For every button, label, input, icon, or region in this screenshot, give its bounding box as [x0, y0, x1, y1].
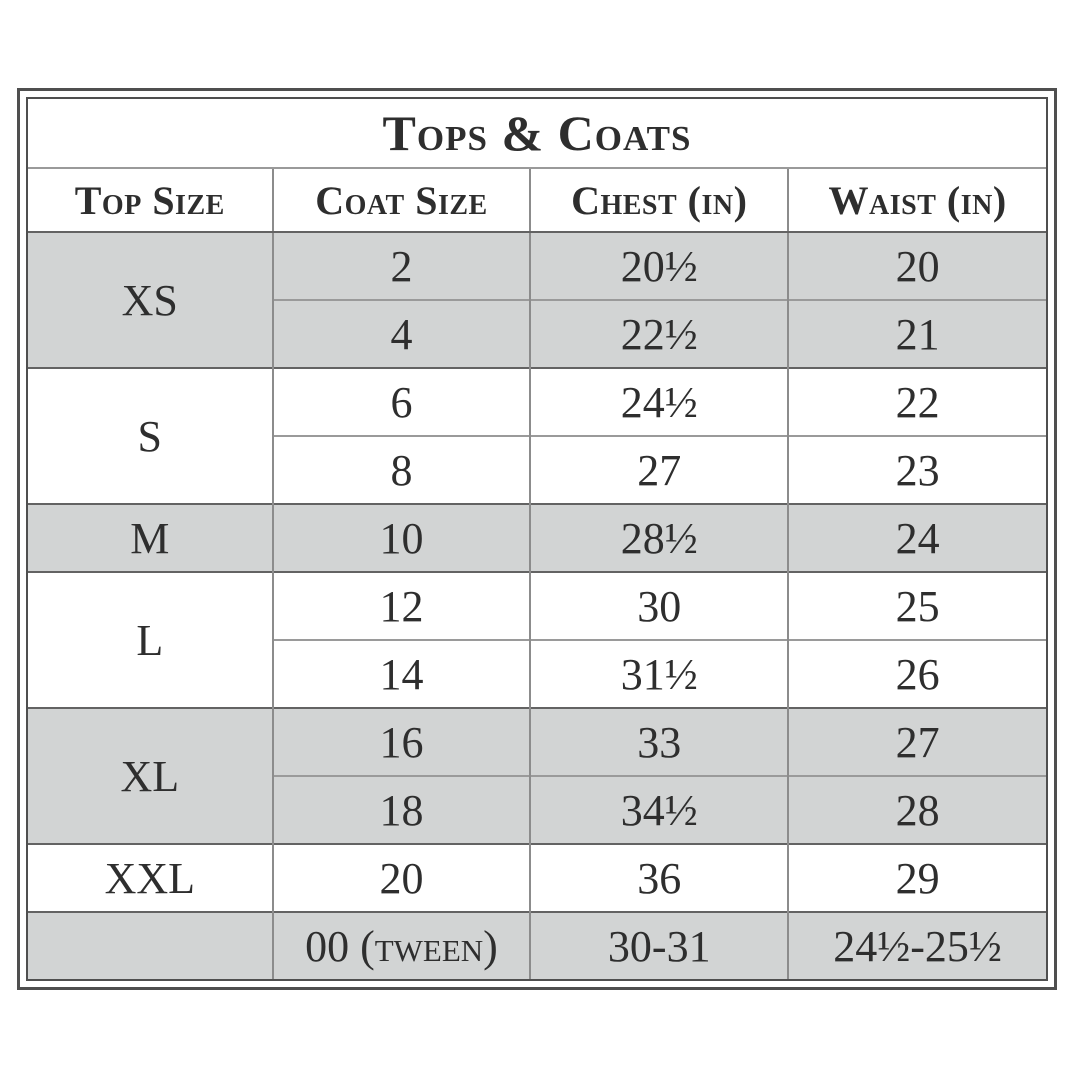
- chest-cell: 20½: [529, 231, 789, 300]
- table-row: 4 22½ 21: [28, 299, 1046, 368]
- waist-cell: 23: [787, 435, 1046, 504]
- table-row: 8 27 23: [28, 435, 1046, 504]
- chest-cell: 34½: [529, 775, 789, 844]
- waist-cell: 24: [787, 503, 1046, 572]
- waist-cell: 20: [787, 231, 1046, 300]
- waist-cell: 22: [787, 367, 1046, 436]
- table-title: Tops & Coats: [28, 99, 1046, 169]
- waist-cell: 29: [787, 843, 1046, 912]
- column-header-top-size: Top Size: [28, 168, 273, 233]
- table-row: 14 31½ 26: [28, 639, 1046, 708]
- coat-size-cell: 20: [271, 843, 531, 912]
- size-chart-inner-frame: Tops & Coats Top Size Coat Size Chest (in)…: [26, 97, 1048, 981]
- coat-size-cell: 2: [271, 231, 531, 300]
- chest-cell: 36: [529, 843, 789, 912]
- coat-size-cell: 4: [271, 299, 531, 368]
- table-row: L 12 30 25: [28, 571, 1046, 708]
- size-chart-frame: Tops & Coats Top Size Coat Size Chest (in)…: [17, 88, 1057, 990]
- top-size-cell: S: [28, 367, 273, 504]
- coat-size-cell: 18: [271, 775, 531, 844]
- top-size-cell: XS: [28, 231, 273, 368]
- top-size-cell: XL: [28, 707, 273, 844]
- coat-size-cell: 10: [271, 503, 531, 572]
- top-size-cell: [28, 911, 273, 979]
- size-chart-table: Tops & Coats Top Size Coat Size Chest (in)…: [28, 99, 1046, 979]
- table-row: 18 34½ 28: [28, 775, 1046, 844]
- coat-size-cell: 00 (tween): [271, 911, 531, 979]
- chest-cell: 22½: [529, 299, 789, 368]
- title-row: Tops & Coats: [28, 99, 1046, 169]
- chest-cell: 33: [529, 707, 789, 776]
- chest-cell: 30: [529, 571, 789, 640]
- top-size-cell: M: [28, 503, 273, 572]
- top-size-cell: XXL: [28, 843, 273, 912]
- chest-cell: 28½: [529, 503, 789, 572]
- table-row: 00 (tween) 30-31 24½-25½: [28, 911, 1046, 979]
- column-header-waist: Waist (in): [787, 168, 1046, 233]
- column-header-coat-size: Coat Size: [271, 168, 531, 233]
- table-row: S 6 24½ 22: [28, 367, 1046, 504]
- table-row: XS 2 20½ 20: [28, 231, 1046, 368]
- coat-size-cell: 14: [271, 639, 531, 708]
- chest-cell: 27: [529, 435, 789, 504]
- column-header-chest: Chest (in): [529, 168, 789, 233]
- waist-cell: 27: [787, 707, 1046, 776]
- top-size-cell: L: [28, 571, 273, 708]
- waist-cell: 26: [787, 639, 1046, 708]
- coat-size-cell: 8: [271, 435, 531, 504]
- header-row: Top Size Coat Size Chest (in) Waist (in): [28, 168, 1046, 233]
- waist-cell: 24½-25½: [787, 911, 1046, 979]
- coat-size-cell: 12: [271, 571, 531, 640]
- table-row: XXL 20 36 29: [28, 843, 1046, 912]
- waist-cell: 25: [787, 571, 1046, 640]
- chest-cell: 30-31: [529, 911, 789, 979]
- coat-size-cell: 16: [271, 707, 531, 776]
- coat-size-cell: 6: [271, 367, 531, 436]
- chest-cell: 31½: [529, 639, 789, 708]
- chest-cell: 24½: [529, 367, 789, 436]
- table-row: XL 16 33 27: [28, 707, 1046, 844]
- waist-cell: 28: [787, 775, 1046, 844]
- waist-cell: 21: [787, 299, 1046, 368]
- table-row: M 10 28½ 24: [28, 503, 1046, 572]
